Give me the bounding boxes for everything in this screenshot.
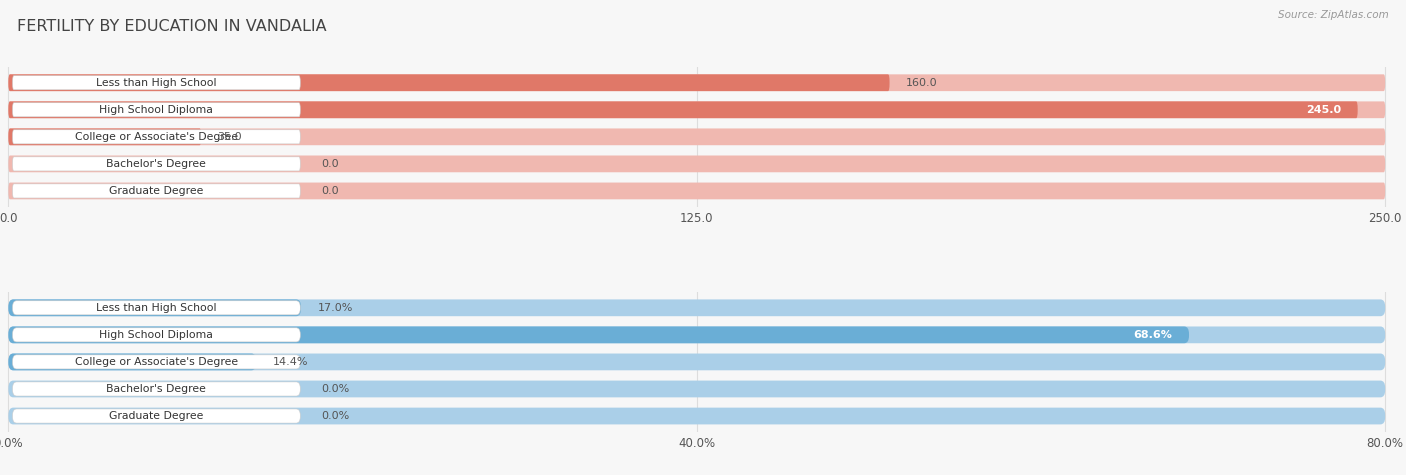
Text: College or Associate's Degree: College or Associate's Degree — [75, 357, 238, 367]
FancyBboxPatch shape — [13, 184, 301, 198]
FancyBboxPatch shape — [13, 76, 301, 90]
FancyBboxPatch shape — [13, 355, 301, 369]
Text: 35.0: 35.0 — [218, 132, 242, 142]
Text: College or Associate's Degree: College or Associate's Degree — [75, 132, 238, 142]
FancyBboxPatch shape — [13, 130, 301, 144]
FancyBboxPatch shape — [13, 409, 301, 423]
FancyBboxPatch shape — [8, 128, 1385, 145]
FancyBboxPatch shape — [8, 326, 1189, 343]
FancyBboxPatch shape — [8, 353, 256, 370]
Text: Bachelor's Degree: Bachelor's Degree — [107, 384, 207, 394]
Text: Less than High School: Less than High School — [96, 303, 217, 313]
FancyBboxPatch shape — [8, 353, 1385, 370]
Text: Less than High School: Less than High School — [96, 78, 217, 88]
Text: 0.0%: 0.0% — [321, 384, 349, 394]
Text: Source: ZipAtlas.com: Source: ZipAtlas.com — [1278, 10, 1389, 19]
FancyBboxPatch shape — [8, 380, 1385, 398]
Text: 160.0: 160.0 — [905, 78, 938, 88]
FancyBboxPatch shape — [13, 157, 301, 171]
Text: FERTILITY BY EDUCATION IN VANDALIA: FERTILITY BY EDUCATION IN VANDALIA — [17, 19, 326, 34]
FancyBboxPatch shape — [8, 299, 1385, 316]
Text: Graduate Degree: Graduate Degree — [110, 186, 204, 196]
Text: 17.0%: 17.0% — [318, 303, 353, 313]
Text: 0.0%: 0.0% — [321, 411, 349, 421]
Text: High School Diploma: High School Diploma — [100, 105, 214, 115]
FancyBboxPatch shape — [8, 101, 1358, 118]
Text: Graduate Degree: Graduate Degree — [110, 411, 204, 421]
FancyBboxPatch shape — [8, 75, 1385, 91]
Text: 0.0: 0.0 — [321, 159, 339, 169]
FancyBboxPatch shape — [8, 128, 201, 145]
FancyBboxPatch shape — [13, 328, 301, 342]
FancyBboxPatch shape — [8, 101, 1385, 118]
FancyBboxPatch shape — [8, 408, 1385, 424]
FancyBboxPatch shape — [8, 155, 1385, 172]
Text: 14.4%: 14.4% — [273, 357, 308, 367]
FancyBboxPatch shape — [13, 301, 301, 315]
FancyBboxPatch shape — [13, 103, 301, 117]
Text: High School Diploma: High School Diploma — [100, 330, 214, 340]
FancyBboxPatch shape — [8, 326, 1385, 343]
Text: 0.0: 0.0 — [321, 186, 339, 196]
Text: Bachelor's Degree: Bachelor's Degree — [107, 159, 207, 169]
FancyBboxPatch shape — [8, 299, 301, 316]
FancyBboxPatch shape — [13, 382, 301, 396]
Text: 68.6%: 68.6% — [1133, 330, 1173, 340]
Text: 245.0: 245.0 — [1306, 105, 1341, 115]
FancyBboxPatch shape — [8, 75, 890, 91]
FancyBboxPatch shape — [8, 182, 1385, 200]
